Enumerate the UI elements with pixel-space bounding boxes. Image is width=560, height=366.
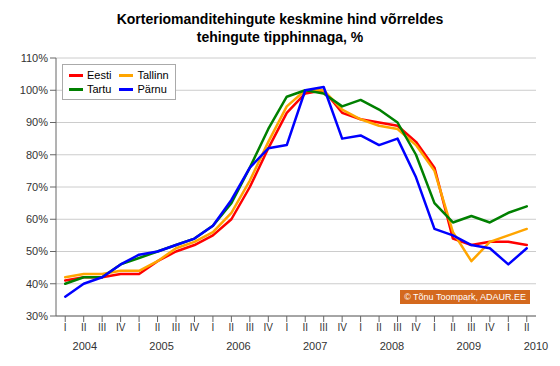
svg-text:70%: 70%	[26, 181, 48, 193]
svg-text:I: I	[359, 322, 362, 333]
svg-text:2008: 2008	[380, 340, 404, 352]
svg-text:III: III	[467, 322, 475, 333]
svg-text:2004: 2004	[73, 340, 97, 352]
svg-text:I: I	[433, 322, 436, 333]
svg-text:I: I	[64, 322, 67, 333]
html-text:Korteriomanditehingute keskmin: Korteriomanditehingute keskmine hind võr…	[116, 11, 444, 45]
svg-text:I: I	[138, 322, 141, 333]
svg-text:II: II	[450, 322, 456, 333]
svg-text:III: III	[320, 322, 328, 333]
svg-text:III: III	[172, 322, 180, 333]
svg-text:IV: IV	[337, 322, 347, 333]
svg-text:III: III	[393, 322, 401, 333]
svg-text:IV: IV	[116, 322, 126, 333]
svg-text:50%: 50%	[26, 245, 48, 257]
svg-text:2006: 2006	[226, 340, 250, 352]
svg-text:2005: 2005	[149, 340, 173, 352]
svg-text:40%: 40%	[26, 278, 48, 290]
svg-text:30%: 30%	[26, 310, 48, 322]
svg-text:II: II	[302, 322, 308, 333]
html-text:Tallinn: Tallinn	[137, 69, 169, 81]
svg-text:III: III	[246, 322, 254, 333]
svg-text:IV: IV	[485, 322, 495, 333]
html-text:Pärnu: Pärnu	[137, 83, 167, 95]
svg-text:80%: 80%	[26, 149, 48, 161]
svg-text:IV: IV	[411, 322, 421, 333]
svg-text:III: III	[98, 322, 106, 333]
html-text:Tartu: Tartu	[87, 83, 112, 95]
svg-text:II: II	[524, 322, 530, 333]
svg-text:2007: 2007	[303, 340, 327, 352]
svg-text:IV: IV	[190, 322, 200, 333]
svg-text:I: I	[285, 322, 288, 333]
svg-text:II: II	[376, 322, 382, 333]
svg-text:II: II	[155, 322, 161, 333]
svg-text:II: II	[81, 322, 87, 333]
svg-text:II: II	[229, 322, 235, 333]
svg-text:I: I	[507, 322, 510, 333]
html-text:© Tõnu Toompark, ADAUR.EE: © Tõnu Toompark, ADAUR.EE	[404, 292, 526, 302]
svg-text:2010: 2010	[524, 340, 548, 352]
svg-text:90%: 90%	[26, 116, 48, 128]
svg-text:IV: IV	[264, 322, 274, 333]
html-text:Eesti: Eesti	[87, 69, 112, 81]
svg-text:100%: 100%	[20, 84, 48, 96]
svg-text:I: I	[212, 322, 215, 333]
svg-text:2009: 2009	[457, 340, 481, 352]
svg-text:110%: 110%	[21, 52, 49, 64]
svg-text:60%: 60%	[26, 213, 48, 225]
